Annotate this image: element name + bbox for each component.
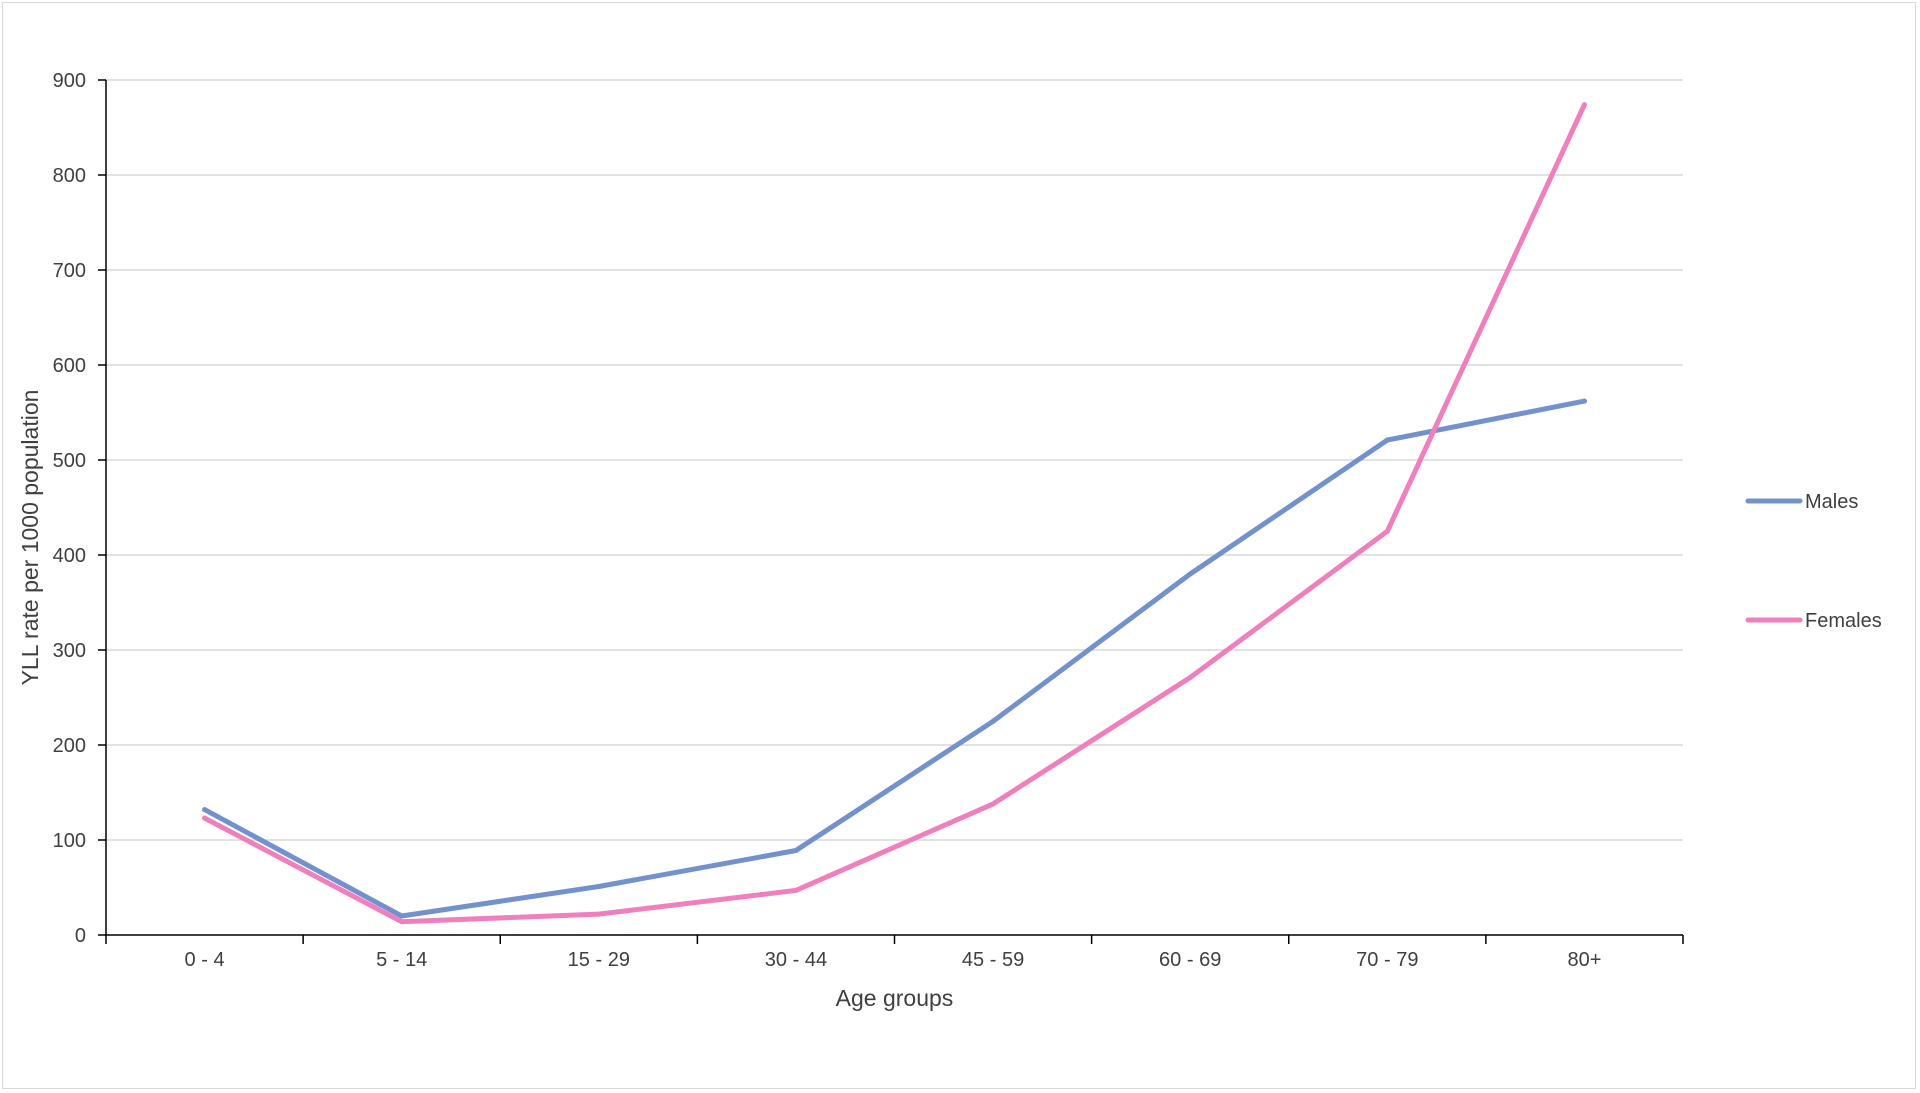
x-tick-label: 70 - 79 xyxy=(1356,949,1418,971)
y-axis-title: YLL rate per 1000 population xyxy=(17,390,43,686)
y-tick-label: 900 xyxy=(53,70,86,92)
gridlines xyxy=(106,79,1683,841)
data-point xyxy=(990,801,996,807)
legend: Males Females xyxy=(1745,491,1882,632)
series-females xyxy=(202,102,1587,925)
y-tick-label: 800 xyxy=(53,165,86,187)
y-tick-label: 300 xyxy=(53,640,86,662)
series-males xyxy=(202,398,1587,919)
x-tick-label: 30 - 44 xyxy=(765,949,827,971)
x-tick-label: 15 - 29 xyxy=(568,949,630,971)
data-point xyxy=(596,884,602,890)
x-tick-label: 45 - 59 xyxy=(962,949,1024,971)
y-tick-label: 100 xyxy=(53,830,86,852)
y-tick-label: 200 xyxy=(53,735,86,757)
data-point xyxy=(202,815,208,821)
data-point xyxy=(399,913,405,919)
x-tick-label: 5 - 14 xyxy=(376,949,427,971)
data-point xyxy=(990,718,996,724)
series-line-males xyxy=(202,398,1587,919)
y-tick-label: 600 xyxy=(53,355,86,377)
axes: 0 100 200 300 400 500 600 700 800 900 0 - 4 5 - 14 1… xyxy=(53,70,1684,971)
data-point xyxy=(1384,437,1390,443)
x-tick-label: 0 - 4 xyxy=(185,949,225,971)
x-tick-label: 80+ xyxy=(1567,949,1601,971)
data-point xyxy=(793,887,799,893)
y-tick-label: 700 xyxy=(53,260,86,282)
legend-label-females: Females xyxy=(1805,610,1882,632)
x-axis-title: Age groups xyxy=(836,985,954,1011)
legend-label-males: Males xyxy=(1805,491,1858,513)
data-point xyxy=(793,847,799,853)
data-point xyxy=(1187,571,1193,577)
y-tick-label: 0 xyxy=(75,925,86,947)
x-tick-label: 60 - 69 xyxy=(1159,949,1221,971)
data-point xyxy=(596,911,602,917)
data-point xyxy=(399,919,405,925)
y-tick-label: 400 xyxy=(53,545,86,567)
data-point xyxy=(1581,398,1587,404)
data-point xyxy=(1581,102,1587,108)
data-point xyxy=(202,807,208,813)
y-tick-label: 500 xyxy=(53,450,86,472)
series-line-females xyxy=(202,102,1587,925)
data-point xyxy=(1384,528,1390,534)
data-point xyxy=(1187,675,1193,681)
series-layer xyxy=(202,102,1587,925)
